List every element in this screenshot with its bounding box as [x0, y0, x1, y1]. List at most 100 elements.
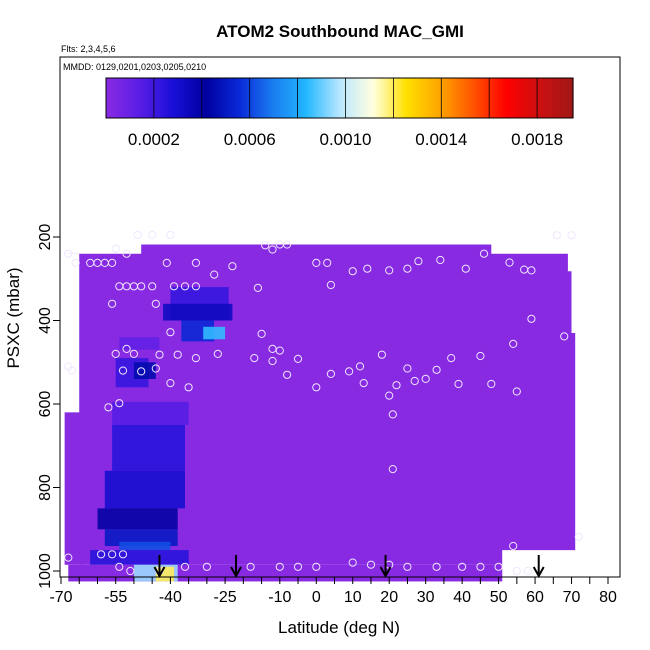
colorbar-segment — [253, 78, 258, 118]
colorbar-segment — [116, 78, 120, 118]
x-tick-label: 0 — [312, 589, 321, 606]
observation-point — [552, 231, 562, 240]
observation-point — [345, 367, 354, 376]
x-tick-label: 80 — [599, 589, 617, 606]
observation-point — [210, 270, 219, 279]
observation-point — [505, 258, 514, 267]
colorbar-segment — [505, 78, 509, 118]
colorbar-segment — [502, 78, 507, 118]
observation-point — [111, 349, 120, 358]
observation-point — [432, 365, 441, 374]
colorbar-segment — [220, 78, 224, 118]
colorbar-segment — [163, 78, 167, 118]
colorbar-segment — [287, 78, 291, 118]
observation-point — [348, 558, 357, 567]
observation-point — [494, 562, 503, 571]
colorbar-segment — [552, 78, 556, 118]
colorbar-segment — [386, 78, 390, 118]
colorbar-segment — [349, 78, 354, 118]
colorbar-segment — [176, 78, 180, 118]
colorbar-segment — [300, 78, 304, 118]
observation-point — [173, 350, 182, 359]
observation-point — [191, 282, 200, 291]
observation-point — [410, 376, 419, 386]
colorbar-segment — [126, 78, 130, 118]
colorbar-segment — [355, 78, 359, 118]
y-tick-label: 200 — [37, 224, 54, 251]
heatmap-cell — [97, 508, 178, 530]
observation-point — [312, 258, 321, 267]
observation-point — [432, 562, 441, 571]
colorbar-segment — [207, 78, 211, 118]
colorbar-segment — [199, 78, 203, 118]
colorbar-segment — [235, 78, 239, 118]
colorbar-segment — [285, 78, 289, 118]
colorbar-segment — [334, 78, 338, 118]
observation-point — [64, 249, 73, 258]
heatmap-background — [64, 412, 83, 565]
observation-point — [312, 562, 321, 571]
colorbar-segment — [342, 78, 346, 118]
observation-point — [191, 354, 200, 363]
observation-point — [512, 387, 521, 396]
colorbar-segment — [544, 78, 548, 118]
observation-point — [268, 356, 277, 366]
colorbar-segment — [261, 78, 265, 118]
x-tick-label: 50 — [490, 589, 508, 606]
colorbar-segment — [155, 78, 159, 118]
colorbar-segment — [217, 78, 221, 118]
colorbar-segment — [147, 78, 151, 118]
colorbar-segment — [562, 78, 566, 118]
colorbar-segment — [406, 78, 411, 118]
colorbar-segment — [432, 78, 437, 118]
colorbar-segment — [326, 78, 330, 118]
colorbar-segment — [209, 78, 213, 118]
colorbar-segment — [430, 78, 434, 118]
colorbar-segment — [425, 78, 429, 118]
observation-point — [574, 532, 583, 541]
observation-point — [388, 410, 397, 419]
x-tick-label: 40 — [453, 589, 471, 606]
observation-point — [275, 346, 284, 355]
colorbar-segment — [453, 78, 457, 118]
observation-point — [458, 562, 467, 571]
colorbar-segment — [497, 78, 501, 118]
colorbar-segment — [570, 78, 574, 118]
colorbar-segment — [440, 78, 444, 118]
colorbar-segment — [173, 78, 177, 118]
colorbar-segment — [422, 78, 426, 118]
observation-point — [421, 374, 430, 383]
colorbar-segment — [456, 78, 460, 118]
y-tick-label: 800 — [37, 474, 54, 501]
observation-point — [71, 258, 80, 267]
observation-point — [166, 328, 175, 337]
colorbar-segment — [357, 78, 361, 118]
colorbar-segment — [290, 78, 294, 118]
observation-point — [67, 366, 77, 375]
observation-point — [567, 231, 576, 240]
colorbar-segment — [482, 78, 486, 118]
colorbar-segment — [479, 78, 483, 118]
observation-point — [527, 314, 536, 323]
colorbar-segment — [466, 78, 470, 118]
colorbar-segment — [375, 78, 380, 118]
flights-label: Flts: 2,3,4,5,6 — [61, 44, 116, 54]
colorbar-segment — [427, 78, 431, 118]
colorbar-segment — [168, 78, 172, 118]
colorbar-segment — [277, 78, 281, 118]
observation-point — [476, 351, 485, 361]
colorbar-segment — [383, 78, 387, 118]
observation-point — [97, 550, 106, 559]
observation-point — [104, 403, 113, 412]
colorbar-segment — [560, 78, 564, 118]
colorbar-segment — [464, 78, 468, 118]
colorbar-segment — [331, 78, 335, 118]
observation-point — [166, 379, 175, 388]
colorbar-segment — [396, 78, 400, 118]
colorbar-segment — [282, 78, 286, 118]
observation-point — [454, 379, 463, 389]
observation-point — [392, 381, 401, 390]
colorbar-segment — [157, 78, 162, 118]
colorbar-segment — [471, 78, 476, 118]
colorbar-segment — [246, 78, 250, 118]
